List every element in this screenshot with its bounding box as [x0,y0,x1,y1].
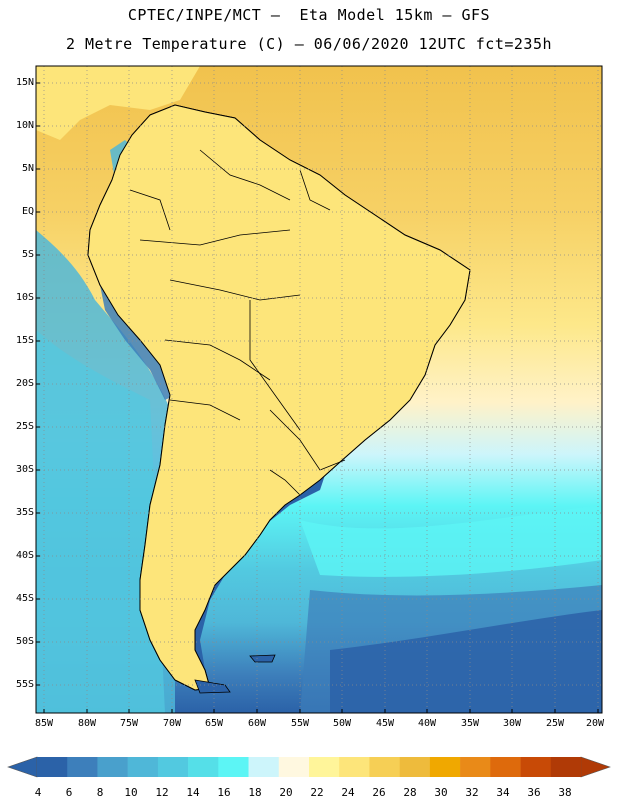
colorbar-cell [188,757,219,777]
colorbar-cell [429,757,461,777]
country-borders [129,149,346,496]
lon-label-70w: 70W [162,718,182,729]
colorbar-label: 12 [155,786,169,799]
lon-label-35w: 35W [460,718,480,729]
lat-label-20s: 20S [15,378,34,389]
lat-label-15n: 15N [15,77,34,88]
colorbar-label: 34 [496,786,510,799]
colorbar-cell [460,757,491,777]
colorbar-cell [67,757,98,777]
lat-label-50s: 50S [15,636,34,647]
lon-label-30w: 30W [502,718,522,729]
colorbar-label: 38 [558,786,572,799]
falkland-islands [249,654,276,663]
colorbar-label: 10 [124,786,138,799]
axis-ticks [36,82,599,713]
lat-label-10n: 10N [15,120,34,131]
colorbar-label: 26 [372,786,386,799]
colorbar-cell [218,757,249,777]
colorbar-label: 18 [248,786,262,799]
lat-label-15s: 15S [15,335,34,346]
atlantic-cyan-band [300,505,602,577]
lon-label-80w: 80W [77,718,97,729]
colorbar-label: 30 [434,786,448,799]
colorbar-cell [369,757,400,777]
colorbar-cell [339,757,370,777]
colorbar-cell [399,757,431,777]
central-america-land [36,66,200,140]
atlantic-deep-band [330,610,602,713]
lon-label-40w: 40W [417,718,437,729]
colorbar-cell [97,757,128,777]
lat-label-eq: EQ [21,206,34,217]
colorbar-cell [520,757,552,777]
colorbar-label: 8 [96,786,104,799]
colorbar-label: 6 [65,786,73,799]
lat-label-10s: 10S [15,292,34,303]
lon-label-85w: 85W [34,718,54,729]
colorbar-cell [309,757,340,777]
lat-label-25s: 25S [15,421,34,432]
map-subtitle: 2 Metre Temperature (C) – 06/06/2020 12U… [65,35,553,53]
colorbar-cell [127,757,159,777]
colorbar-cell [37,757,68,777]
colorbar-label: 22 [310,786,324,799]
lat-label-30s: 30S [15,464,34,475]
lat-label-45s: 45S [15,593,34,604]
lat-label-5n: 5N [21,163,34,174]
colorbar [7,756,611,778]
lon-label-25w: 25W [545,718,565,729]
colorbar-cell [550,757,582,777]
lon-label-75w: 75W [119,718,139,729]
lat-label-40s: 40S [15,550,34,561]
map-frame [35,65,603,714]
colorbar-cell [490,757,521,777]
lon-label-60w: 60W [247,718,267,729]
colorbar-label: 36 [527,786,541,799]
colorbar-label: 14 [186,786,200,799]
lon-label-50w: 50W [332,718,352,729]
lat-label-5s: 5S [21,249,34,260]
lat-label-35s: 35S [15,507,34,518]
lon-label-65w: 65W [204,718,224,729]
colorbar-cell [248,757,280,777]
colorbar-label: 24 [341,786,355,799]
colorbar-label: 4 [34,786,42,799]
colorbar-label: 28 [403,786,417,799]
colorbar-over-arrow [580,756,611,778]
colorbar-label: 16 [217,786,231,799]
lon-label-45w: 45W [375,718,395,729]
colorbar-cell [157,757,189,777]
lon-label-55w: 55W [290,718,310,729]
colorbar-label: 20 [279,786,293,799]
colorbar-label: 32 [465,786,479,799]
pacific-cool-band [36,330,165,713]
colorbar-under-arrow [7,756,38,778]
lat-label-55s: 55S [15,679,34,690]
tierra-del-fuego [194,679,231,694]
lon-label-20w: 20W [585,718,605,729]
map-title: CPTEC/INPE/MCT – Eta Model 15km – GFS [127,6,491,24]
colorbar-cell [278,757,310,777]
